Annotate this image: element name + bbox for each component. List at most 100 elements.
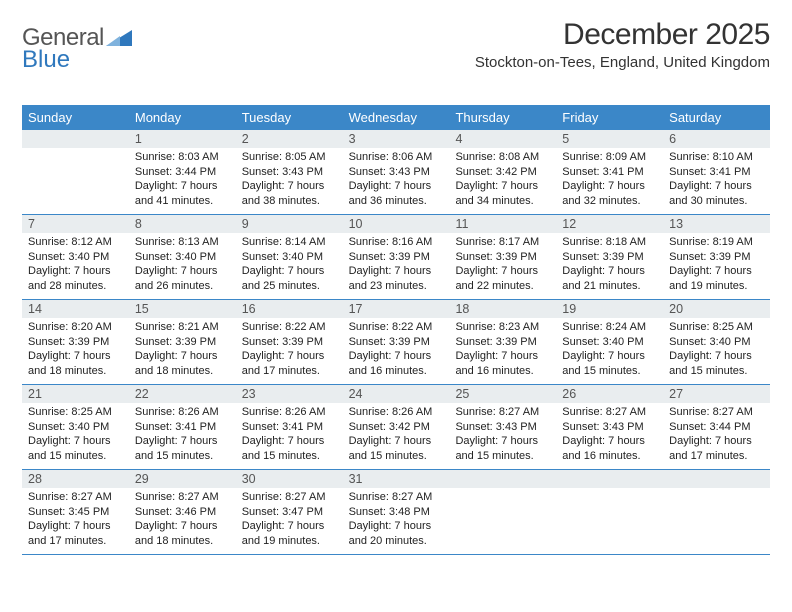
weekday-header: Friday — [556, 105, 663, 130]
day-number: 28 — [22, 470, 129, 488]
daylight-text: Daylight: 7 hours and 18 minutes. — [135, 519, 230, 548]
location-subtitle: Stockton-on-Tees, England, United Kingdo… — [475, 54, 770, 71]
daylight-text: Daylight: 7 hours and 15 minutes. — [669, 349, 764, 378]
day-body: Sunrise: 8:08 AMSunset: 3:42 PMDaylight:… — [449, 148, 556, 212]
day-cell: 11Sunrise: 8:17 AMSunset: 3:39 PMDayligh… — [449, 215, 556, 299]
day-number: 30 — [236, 470, 343, 488]
day-cell — [556, 470, 663, 554]
daylight-text: Daylight: 7 hours and 25 minutes. — [242, 264, 337, 293]
sunset-text: Sunset: 3:40 PM — [28, 250, 123, 265]
day-number: 11 — [449, 215, 556, 233]
daylight-text: Daylight: 7 hours and 15 minutes. — [455, 434, 550, 463]
sunrise-text: Sunrise: 8:26 AM — [349, 405, 444, 420]
weekday-header: Thursday — [449, 105, 556, 130]
day-cell: 24Sunrise: 8:26 AMSunset: 3:42 PMDayligh… — [343, 385, 450, 469]
day-cell: 1Sunrise: 8:03 AMSunset: 3:44 PMDaylight… — [129, 130, 236, 214]
day-number: 16 — [236, 300, 343, 318]
day-number: 23 — [236, 385, 343, 403]
sunset-text: Sunset: 3:48 PM — [349, 505, 444, 520]
day-body: Sunrise: 8:26 AMSunset: 3:41 PMDaylight:… — [236, 403, 343, 467]
sunset-text: Sunset: 3:45 PM — [28, 505, 123, 520]
sunset-text: Sunset: 3:40 PM — [562, 335, 657, 350]
day-body: Sunrise: 8:23 AMSunset: 3:39 PMDaylight:… — [449, 318, 556, 382]
day-cell: 4Sunrise: 8:08 AMSunset: 3:42 PMDaylight… — [449, 130, 556, 214]
weeks-container: 1Sunrise: 8:03 AMSunset: 3:44 PMDaylight… — [22, 130, 770, 555]
sunrise-text: Sunrise: 8:27 AM — [28, 490, 123, 505]
day-number: 14 — [22, 300, 129, 318]
sunset-text: Sunset: 3:43 PM — [455, 420, 550, 435]
day-body: Sunrise: 8:21 AMSunset: 3:39 PMDaylight:… — [129, 318, 236, 382]
sunrise-text: Sunrise: 8:26 AM — [242, 405, 337, 420]
day-body: Sunrise: 8:12 AMSunset: 3:40 PMDaylight:… — [22, 233, 129, 297]
sunrise-text: Sunrise: 8:09 AM — [562, 150, 657, 165]
day-cell: 16Sunrise: 8:22 AMSunset: 3:39 PMDayligh… — [236, 300, 343, 384]
day-body: Sunrise: 8:27 AMSunset: 3:48 PMDaylight:… — [343, 488, 450, 552]
sunset-text: Sunset: 3:43 PM — [242, 165, 337, 180]
calendar: Sunday Monday Tuesday Wednesday Thursday… — [22, 105, 770, 555]
day-body: Sunrise: 8:27 AMSunset: 3:47 PMDaylight:… — [236, 488, 343, 552]
header: General December 2025 Stockton-on-Tees, … — [22, 18, 770, 71]
day-number: 3 — [343, 130, 450, 148]
daylight-text: Daylight: 7 hours and 30 minutes. — [669, 179, 764, 208]
day-cell: 15Sunrise: 8:21 AMSunset: 3:39 PMDayligh… — [129, 300, 236, 384]
daylight-text: Daylight: 7 hours and 16 minutes. — [455, 349, 550, 378]
day-cell: 30Sunrise: 8:27 AMSunset: 3:47 PMDayligh… — [236, 470, 343, 554]
day-body: Sunrise: 8:16 AMSunset: 3:39 PMDaylight:… — [343, 233, 450, 297]
daylight-text: Daylight: 7 hours and 15 minutes. — [562, 349, 657, 378]
daylight-text: Daylight: 7 hours and 36 minutes. — [349, 179, 444, 208]
day-number: 19 — [556, 300, 663, 318]
daylight-text: Daylight: 7 hours and 19 minutes. — [669, 264, 764, 293]
week-row: 28Sunrise: 8:27 AMSunset: 3:45 PMDayligh… — [22, 470, 770, 555]
day-number: 5 — [556, 130, 663, 148]
day-number: 2 — [236, 130, 343, 148]
sunset-text: Sunset: 3:42 PM — [349, 420, 444, 435]
daylight-text: Daylight: 7 hours and 34 minutes. — [455, 179, 550, 208]
sunset-text: Sunset: 3:41 PM — [562, 165, 657, 180]
day-cell: 8Sunrise: 8:13 AMSunset: 3:40 PMDaylight… — [129, 215, 236, 299]
day-cell: 5Sunrise: 8:09 AMSunset: 3:41 PMDaylight… — [556, 130, 663, 214]
day-cell — [449, 470, 556, 554]
sunset-text: Sunset: 3:43 PM — [562, 420, 657, 435]
day-body: Sunrise: 8:27 AMSunset: 3:43 PMDaylight:… — [556, 403, 663, 467]
sunrise-text: Sunrise: 8:22 AM — [349, 320, 444, 335]
day-cell: 25Sunrise: 8:27 AMSunset: 3:43 PMDayligh… — [449, 385, 556, 469]
sunset-text: Sunset: 3:40 PM — [669, 335, 764, 350]
day-number: 13 — [663, 215, 770, 233]
sunset-text: Sunset: 3:39 PM — [669, 250, 764, 265]
sunset-text: Sunset: 3:44 PM — [669, 420, 764, 435]
sunrise-text: Sunrise: 8:03 AM — [135, 150, 230, 165]
day-number — [556, 470, 663, 488]
day-cell: 23Sunrise: 8:26 AMSunset: 3:41 PMDayligh… — [236, 385, 343, 469]
sunset-text: Sunset: 3:39 PM — [135, 335, 230, 350]
sunset-text: Sunset: 3:46 PM — [135, 505, 230, 520]
sunset-text: Sunset: 3:42 PM — [455, 165, 550, 180]
weekday-header: Monday — [129, 105, 236, 130]
sunrise-text: Sunrise: 8:19 AM — [669, 235, 764, 250]
daylight-text: Daylight: 7 hours and 22 minutes. — [455, 264, 550, 293]
day-number — [22, 130, 129, 148]
day-body: Sunrise: 8:22 AMSunset: 3:39 PMDaylight:… — [343, 318, 450, 382]
day-body: Sunrise: 8:19 AMSunset: 3:39 PMDaylight:… — [663, 233, 770, 297]
sunrise-text: Sunrise: 8:13 AM — [135, 235, 230, 250]
sunset-text: Sunset: 3:39 PM — [349, 335, 444, 350]
day-body: Sunrise: 8:09 AMSunset: 3:41 PMDaylight:… — [556, 148, 663, 212]
day-number: 22 — [129, 385, 236, 403]
sunset-text: Sunset: 3:41 PM — [242, 420, 337, 435]
day-number: 17 — [343, 300, 450, 318]
day-cell: 31Sunrise: 8:27 AMSunset: 3:48 PMDayligh… — [343, 470, 450, 554]
daylight-text: Daylight: 7 hours and 17 minutes. — [242, 349, 337, 378]
week-row: 1Sunrise: 8:03 AMSunset: 3:44 PMDaylight… — [22, 130, 770, 215]
sunrise-text: Sunrise: 8:22 AM — [242, 320, 337, 335]
day-body: Sunrise: 8:27 AMSunset: 3:45 PMDaylight:… — [22, 488, 129, 552]
day-cell: 6Sunrise: 8:10 AMSunset: 3:41 PMDaylight… — [663, 130, 770, 214]
sunrise-text: Sunrise: 8:26 AM — [135, 405, 230, 420]
day-body: Sunrise: 8:24 AMSunset: 3:40 PMDaylight:… — [556, 318, 663, 382]
day-number: 21 — [22, 385, 129, 403]
day-body: Sunrise: 8:03 AMSunset: 3:44 PMDaylight:… — [129, 148, 236, 212]
daylight-text: Daylight: 7 hours and 38 minutes. — [242, 179, 337, 208]
day-number: 25 — [449, 385, 556, 403]
daylight-text: Daylight: 7 hours and 26 minutes. — [135, 264, 230, 293]
sunrise-text: Sunrise: 8:21 AM — [135, 320, 230, 335]
weekday-header: Wednesday — [343, 105, 450, 130]
title-block: December 2025 Stockton-on-Tees, England,… — [475, 18, 770, 71]
